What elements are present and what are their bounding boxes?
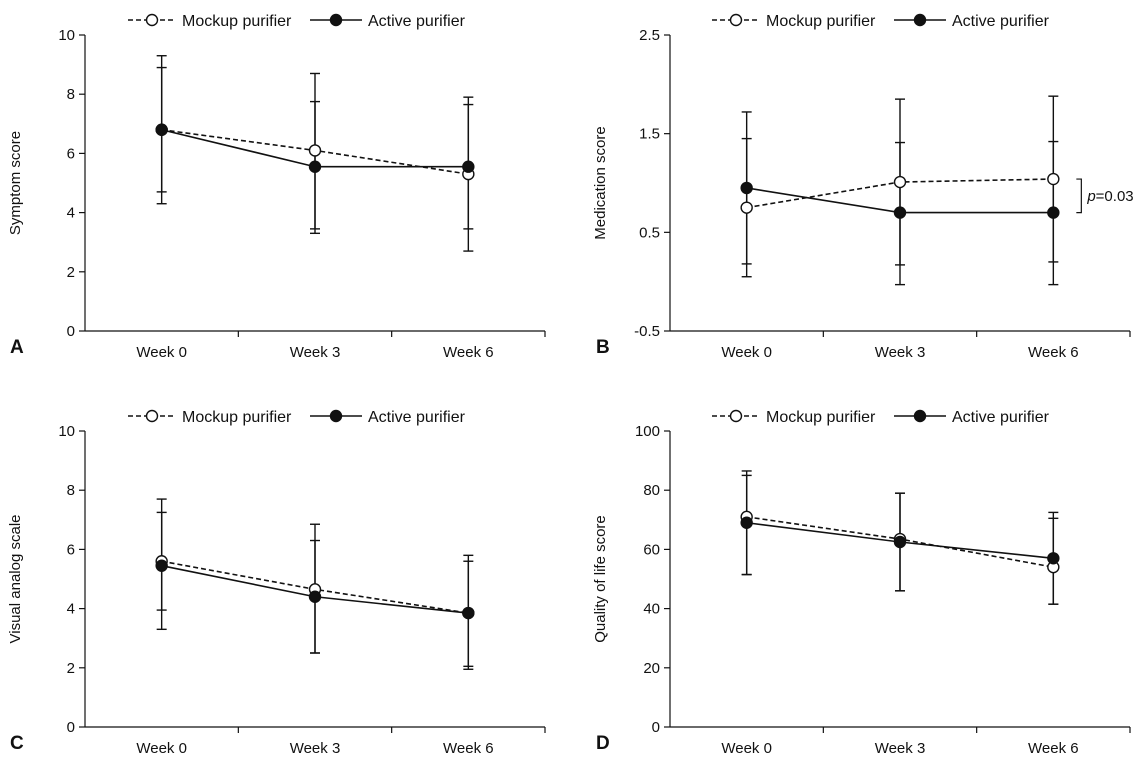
- legend-active-marker: [913, 409, 927, 423]
- legend-active-label: Active purifier: [368, 409, 466, 426]
- legend: Mockup purifier Active purifier: [128, 13, 466, 30]
- x-tick-label: Week 0: [721, 740, 772, 756]
- panel-letter: C: [10, 733, 24, 754]
- y-axis-label: Medication score: [592, 126, 609, 239]
- mockup-data-point: [308, 144, 322, 157]
- y-tick-label: 4: [67, 601, 75, 618]
- legend-active-label: Active purifier: [952, 409, 1050, 426]
- y-tick-label: 8: [67, 86, 75, 103]
- y-tick-label: 60: [643, 541, 660, 558]
- y-tick-label: 2: [67, 264, 75, 281]
- active-data-point: [308, 590, 322, 603]
- y-tick-label: 10: [58, 27, 75, 44]
- active-data-point: [308, 160, 322, 173]
- legend: Mockup purifier Active purifier: [712, 13, 1050, 30]
- legend-mockup-label: Mockup purifier: [182, 13, 292, 30]
- active-data-point: [1047, 206, 1060, 219]
- y-axis-label: Quality of life score: [592, 515, 609, 643]
- y-tick-label: 6: [67, 145, 75, 162]
- y-axis-label: Symptom score: [7, 131, 24, 235]
- legend-active-marker: [329, 13, 343, 27]
- panel-letter: B: [596, 337, 610, 358]
- x-tick-label: Week 6: [1028, 344, 1079, 361]
- legend-active-label: Active purifier: [952, 13, 1050, 30]
- x-tick-label: Week 0: [136, 344, 187, 361]
- x-tick-label: Week 3: [290, 740, 341, 756]
- y-tick-label: 2: [67, 660, 75, 677]
- active-data-point: [893, 206, 907, 219]
- active-data-point: [462, 160, 475, 173]
- mockup-data-point: [1047, 172, 1060, 186]
- legend-mockup-label: Mockup purifier: [766, 409, 876, 426]
- mockup-data-point: [893, 175, 907, 189]
- active-data-point: [893, 535, 907, 549]
- panel-letter: D: [596, 733, 610, 754]
- active-data-point: [1047, 552, 1060, 565]
- x-tick-label: Week 6: [1028, 740, 1079, 756]
- legend-mockup-marker: [729, 409, 743, 423]
- x-tick-label: Week 3: [875, 740, 926, 756]
- legend-active-marker: [913, 13, 927, 27]
- panel-c: 0 2 4 6 8 10 Week 0 Week 3 Week 6 Visual analog s…: [7, 409, 546, 757]
- panel-d: 0 20 40 60 80 100 Week 0 Week 3 Week 6 Quality of…: [592, 409, 1131, 757]
- x-tick-label: Week 0: [721, 344, 772, 361]
- panel-b: -0.5 0.5 1.5 2.5 Week 0 Week 3 Week 6 Medicatio…: [592, 13, 1134, 361]
- active-data-point: [155, 559, 168, 572]
- mockup-data-point: [740, 201, 753, 214]
- p-value-number: =0.03: [1096, 188, 1134, 205]
- x-tick-label: Week 6: [443, 740, 494, 756]
- y-tick-label: 4: [67, 205, 75, 222]
- legend-mockup-marker: [145, 13, 159, 27]
- panel-letter: A: [10, 337, 24, 358]
- active-data-point: [155, 123, 168, 136]
- x-tick-label: Week 3: [290, 344, 341, 361]
- legend: Mockup purifier Active purifier: [128, 409, 466, 426]
- p-value-annotation: p=0.03: [1086, 188, 1133, 205]
- y-tick-label: 0: [652, 719, 660, 736]
- legend: Mockup purifier Active purifier: [712, 409, 1050, 426]
- legend-mockup-label: Mockup purifier: [182, 409, 292, 426]
- y-tick-label: 100: [635, 423, 660, 440]
- legend-mockup-label: Mockup purifier: [766, 13, 876, 30]
- legend-active-marker: [329, 409, 343, 423]
- y-tick-label: 40: [643, 601, 660, 618]
- legend-mockup-marker: [729, 13, 743, 27]
- active-data-point: [740, 516, 753, 529]
- active-data-point: [740, 181, 753, 195]
- p-value-symbol: p: [1086, 188, 1095, 205]
- y-tick-label: 0.5: [639, 224, 660, 241]
- x-tick-label: Week 3: [875, 344, 926, 361]
- y-tick-label: 2.5: [639, 27, 660, 44]
- x-tick-label: Week 0: [136, 740, 187, 756]
- y-tick-label: 10: [58, 423, 75, 440]
- y-tick-label: -0.5: [634, 323, 660, 340]
- y-tick-label: 6: [67, 541, 75, 558]
- y-tick-label: 0: [67, 323, 75, 340]
- y-tick-label: 8: [67, 482, 75, 499]
- panel-a: 0 2 4 6 8 10 Week 0 Week 3 Week 6 Symptom score A M…: [7, 13, 546, 361]
- y-tick-label: 80: [643, 482, 660, 499]
- active-data-point: [462, 606, 475, 620]
- y-tick-label: 20: [643, 660, 660, 677]
- y-axis-label: Visual analog scale: [7, 515, 24, 644]
- significance-bracket: [1076, 178, 1082, 214]
- y-tick-label: 0: [67, 719, 75, 736]
- y-tick-label: 1.5: [639, 126, 660, 143]
- x-tick-label: Week 6: [443, 344, 494, 361]
- legend-mockup-marker: [145, 409, 159, 423]
- legend-active-label: Active purifier: [368, 13, 466, 30]
